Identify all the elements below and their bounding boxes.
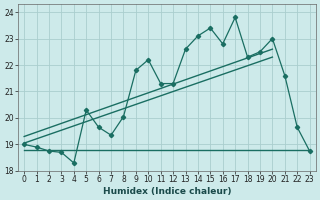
X-axis label: Humidex (Indice chaleur): Humidex (Indice chaleur) (103, 187, 231, 196)
